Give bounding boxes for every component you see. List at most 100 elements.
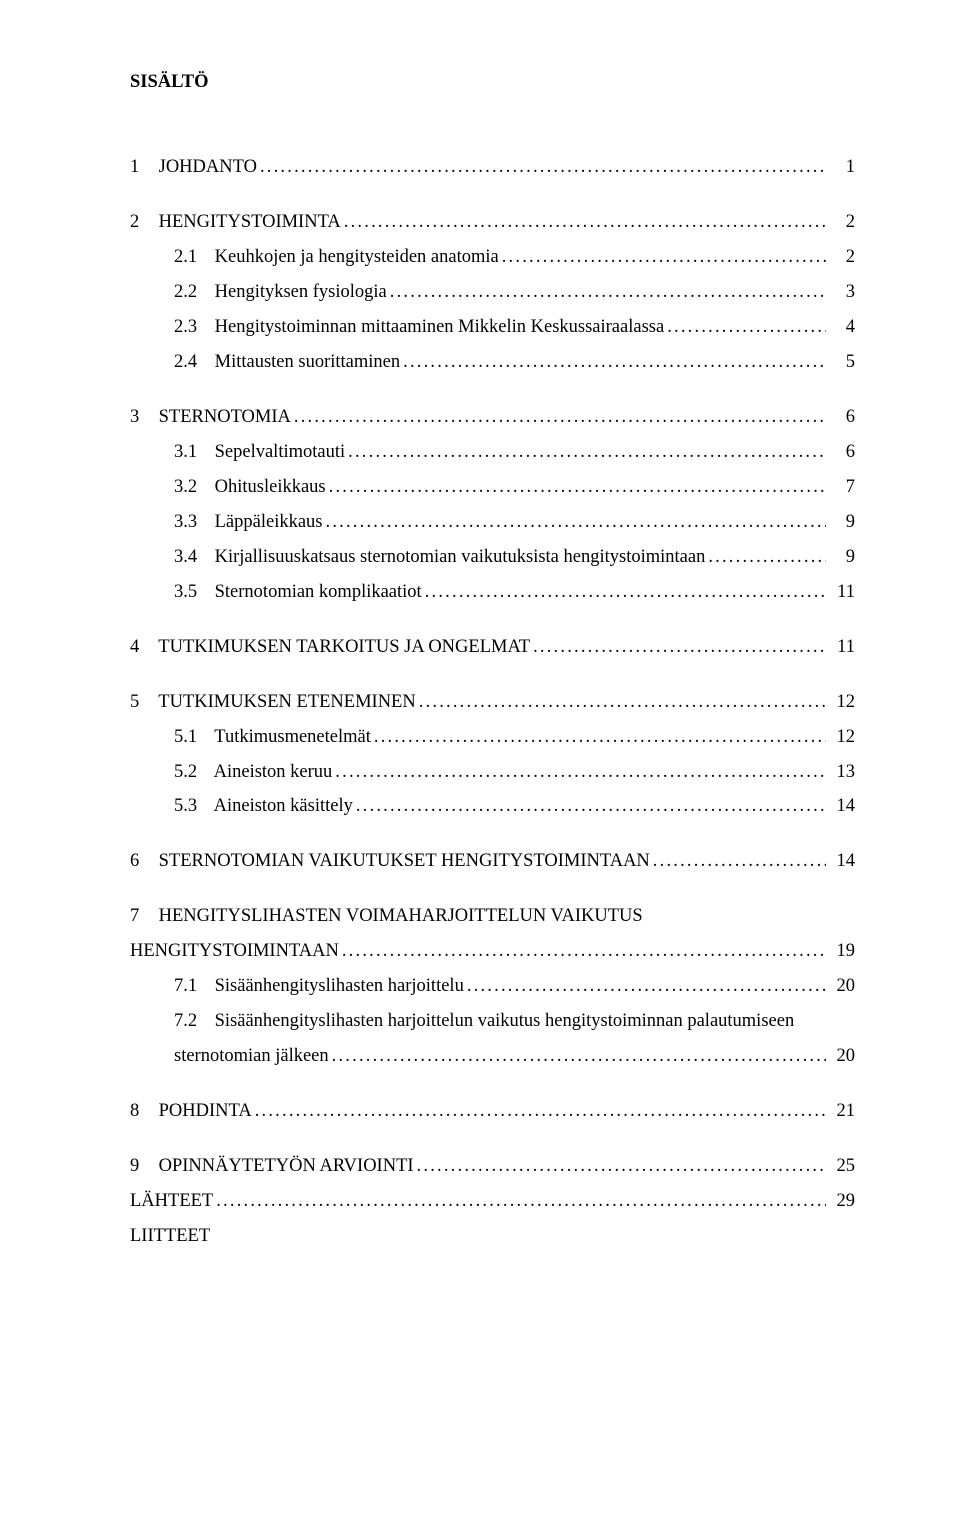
- toc-entry-text: TUTKIMUKSEN TARKOITUS JA ONGELMAT: [158, 637, 530, 657]
- toc-entry-number: 3.3: [174, 510, 210, 535]
- toc-leader-dots: [467, 974, 826, 999]
- toc-entry-label: 5.3 Aineiston käsittely: [174, 794, 353, 819]
- toc-entry: 3.4 Kirjallisuuskatsaus sternotomian vai…: [130, 545, 855, 570]
- toc-entry-label: 1 JOHDANTO: [130, 155, 257, 180]
- toc-leader-dots: [425, 580, 826, 605]
- toc-leader-dots: [326, 510, 827, 535]
- toc-entry-label: 3.4 Kirjallisuuskatsaus sternotomian vai…: [174, 545, 705, 570]
- toc-entry-page: 12: [829, 725, 855, 750]
- toc-entry-page: 4: [829, 315, 855, 340]
- toc-leader-dots: [260, 155, 826, 180]
- toc-entry-page: 25: [829, 1154, 855, 1179]
- toc-entry-text: HENGITYSLIHASTEN VOIMAHARJOITTELUN VAIKU…: [159, 906, 643, 926]
- toc-leader-dots: [533, 635, 826, 660]
- toc-leader-dots: [294, 405, 826, 430]
- toc-entry: 5.1 Tutkimusmenetelmät 12: [130, 725, 855, 750]
- toc-leader-dots: [653, 849, 826, 874]
- toc-entry-text: Aineiston keruu: [214, 762, 333, 782]
- page-title: SISÄLTÖ: [130, 70, 855, 95]
- toc-entry-page: 13: [829, 760, 855, 785]
- toc-entry-page: 6: [829, 440, 855, 465]
- toc-entry-text: Sepelvaltimotauti: [215, 442, 346, 462]
- toc-leader-dots: [356, 794, 826, 819]
- toc-leader-dots: [329, 475, 826, 500]
- toc-entry-text: Tutkimusmenetelmät: [214, 727, 371, 747]
- toc-entry-page: 14: [829, 849, 855, 874]
- toc-entry: 3.1 Sepelvaltimotauti 6: [130, 440, 855, 465]
- toc-entry-text: Mittausten suorittaminen: [215, 352, 401, 372]
- toc-entry-number: 7.2: [174, 1009, 210, 1034]
- toc-entry-label: 3 STERNOTOMIA: [130, 405, 291, 430]
- toc-entry-label: 8 POHDINTA: [130, 1099, 252, 1124]
- toc-entry: 3 STERNOTOMIA6: [130, 405, 855, 430]
- toc-entry: sternotomian jälkeen20: [130, 1044, 855, 1069]
- toc-entry-page: 19: [829, 939, 855, 964]
- toc-entry-page: 9: [829, 510, 855, 535]
- toc-leader-dots: [502, 245, 826, 270]
- toc-entry-text: HENGITYSTOIMINTAAN: [130, 941, 339, 961]
- toc-leader-dots: [390, 280, 826, 305]
- toc-entry-number: 2.2: [174, 280, 210, 305]
- toc-entry-page: 5: [829, 350, 855, 375]
- toc-entry-text: Läppäleikkaus: [215, 512, 323, 532]
- toc-leader-dots: [344, 210, 826, 235]
- toc-entry-number: 5.3: [174, 794, 210, 819]
- toc-entry: 2 HENGITYSTOIMINTA2: [130, 210, 855, 235]
- toc-entry-number: 5.2: [174, 760, 210, 785]
- toc-entry-text: Hengitystoiminnan mittaaminen Mikkelin K…: [215, 317, 665, 337]
- toc-entry-text: Kirjallisuuskatsaus sternotomian vaikutu…: [215, 547, 706, 567]
- toc-entry: 2.2 Hengityksen fysiologia 3: [130, 280, 855, 305]
- toc-entry-page: 9: [829, 545, 855, 570]
- toc-leader-dots: [348, 440, 826, 465]
- toc-entry-label: sternotomian jälkeen: [174, 1044, 329, 1069]
- toc-entry-number: 7: [130, 904, 154, 929]
- toc-entry-label: 5.2 Aineiston keruu: [174, 760, 332, 785]
- toc-entry-page: 2: [829, 210, 855, 235]
- toc-entry-label: 3.3 Läppäleikkaus: [174, 510, 323, 535]
- toc-entry-number: 2.3: [174, 315, 210, 340]
- toc-entry-number: 3.1: [174, 440, 210, 465]
- toc-entry: 5.2 Aineiston keruu 13: [130, 760, 855, 785]
- toc-entry-text: Ohitusleikkaus: [215, 477, 326, 497]
- toc-entry-text: STERNOTOMIAN VAIKUTUKSET HENGITYSTOIMINT…: [159, 851, 650, 871]
- toc-leader-dots: [255, 1099, 826, 1124]
- toc-entry-text: sternotomian jälkeen: [174, 1046, 329, 1066]
- toc-entry: 8 POHDINTA 21: [130, 1099, 855, 1124]
- toc-entry-text: JOHDANTO: [159, 157, 257, 177]
- toc-entry-number: 2: [130, 210, 154, 235]
- toc-entry-text: Hengityksen fysiologia: [215, 282, 387, 302]
- toc-entry-label: 2.1 Keuhkojen ja hengitysteiden anatomia: [174, 245, 499, 270]
- toc-entry-number: 3: [130, 405, 154, 430]
- toc-leader-dots: [216, 1189, 826, 1214]
- toc-entry-page: 7: [829, 475, 855, 500]
- toc-leader-dots: [403, 350, 826, 375]
- toc-entry-label: 7.1 Sisäänhengityslihasten harjoittelu: [174, 974, 464, 999]
- toc-entry: 9 OPINNÄYTETYÖN ARVIOINTI25: [130, 1154, 855, 1179]
- toc-entry-number: 5: [130, 690, 154, 715]
- toc-entry-number: 6: [130, 849, 154, 874]
- toc-entry-number: 3.5: [174, 580, 210, 605]
- toc-entry-label: 2.2 Hengityksen fysiologia: [174, 280, 387, 305]
- toc-entry: 1 JOHDANTO 1: [130, 155, 855, 180]
- toc-entry-text: LIITTEET: [130, 1226, 210, 1246]
- toc-entry-label: 5.1 Tutkimusmenetelmät: [174, 725, 371, 750]
- toc-entry-label: 3.1 Sepelvaltimotauti: [174, 440, 345, 465]
- toc-entry: 7.2 Sisäänhengityslihasten harjoittelun …: [130, 1009, 855, 1034]
- toc-entry-text: STERNOTOMIA: [159, 407, 291, 427]
- toc-entry-page: 14: [829, 794, 855, 819]
- toc-entry-label: 5 TUTKIMUKSEN ETENEMINEN: [130, 690, 416, 715]
- toc-entry-text: LÄHTEET: [130, 1191, 213, 1211]
- toc-entry-number: 4: [130, 635, 154, 660]
- toc-entry-text: HENGITYSTOIMINTA: [159, 212, 341, 232]
- document-page: SISÄLTÖ 1 JOHDANTO12 HENGITYSTOIMINTA22.…: [0, 0, 960, 1519]
- toc-entry-page: 20: [829, 974, 855, 999]
- toc-entry: 3.5 Sternotomian komplikaatiot11: [130, 580, 855, 605]
- toc-entry-page: 21: [829, 1099, 855, 1124]
- toc-entry-page: 1: [829, 155, 855, 180]
- toc-entry-page: 3: [829, 280, 855, 305]
- toc-entry: 5 TUTKIMUKSEN ETENEMINEN12: [130, 690, 855, 715]
- toc-entry-number: 2.4: [174, 350, 210, 375]
- toc-entry-label: 2 HENGITYSTOIMINTA: [130, 210, 341, 235]
- toc-entry-text: Sternotomian komplikaatiot: [215, 582, 422, 602]
- toc-leader-dots: [417, 1154, 826, 1179]
